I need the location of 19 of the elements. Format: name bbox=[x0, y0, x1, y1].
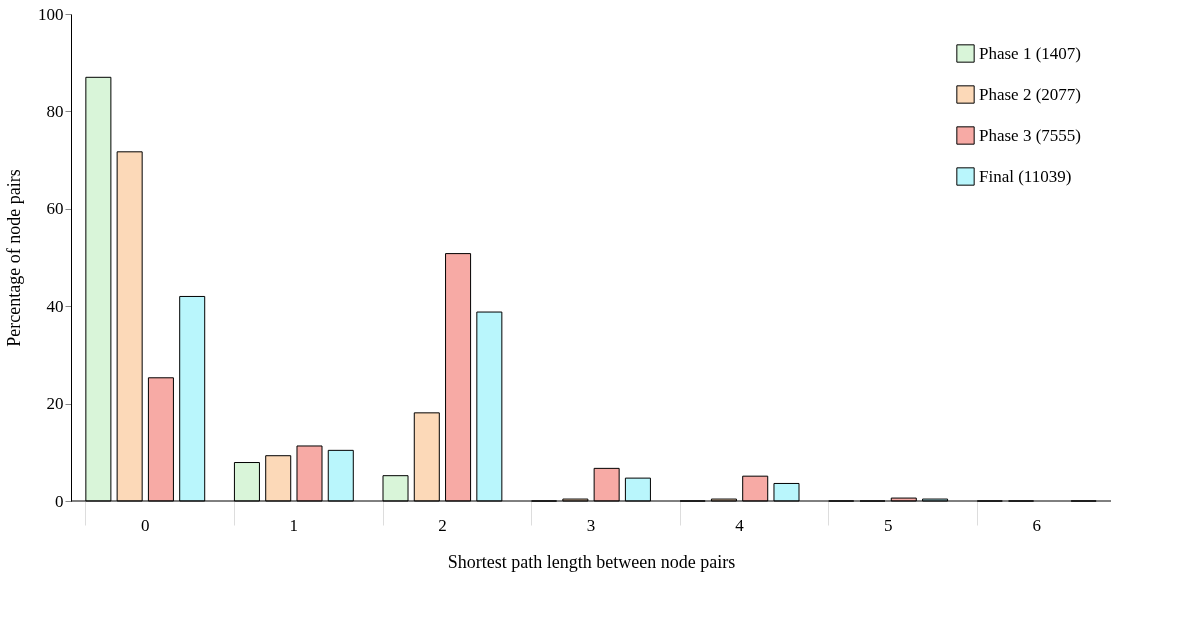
y-tick-label: 40 bbox=[46, 296, 64, 316]
y-tick-label: 60 bbox=[46, 199, 64, 219]
y-tick-label: 80 bbox=[46, 101, 64, 121]
legend-label: Phase 3 (7555) bbox=[979, 125, 1081, 145]
x-tick-label: 2 bbox=[438, 515, 447, 535]
x-tick-label: 4 bbox=[735, 515, 745, 535]
y-tick-label: 100 bbox=[38, 4, 64, 24]
y-axis-title: Percentage of node pairs bbox=[4, 169, 24, 347]
x-axis-title: Shortest path length between node pairs bbox=[447, 551, 736, 572]
legend-label: Final (11039) bbox=[979, 166, 1072, 186]
legend-label: Phase 2 (2077) bbox=[979, 84, 1081, 104]
x-tick-label: 5 bbox=[883, 515, 893, 535]
x-tick-label: 1 bbox=[289, 515, 299, 535]
y-tick-label: 20 bbox=[46, 394, 64, 414]
y-tick-label: 0 bbox=[55, 491, 64, 511]
x-tick-label: 6 bbox=[1032, 515, 1041, 535]
x-tick-label: 0 bbox=[141, 515, 150, 535]
x-tick-label: 3 bbox=[586, 515, 596, 535]
legend-label: Phase 1 (1407) bbox=[979, 43, 1081, 63]
